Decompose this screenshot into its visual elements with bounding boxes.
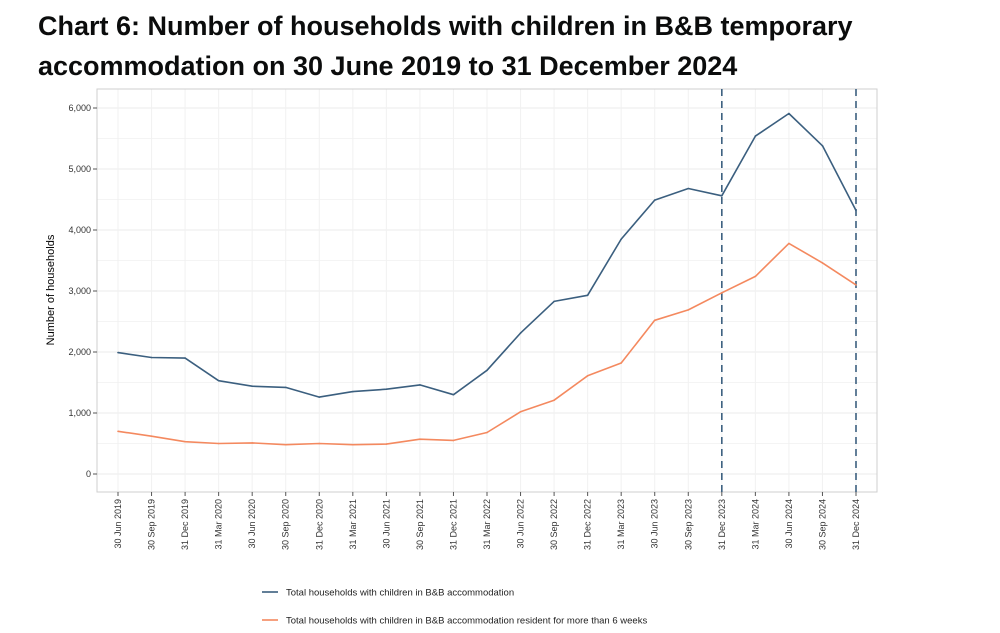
x-tick-label: 30 Jun 2021 bbox=[381, 499, 391, 549]
x-tick-label: 30 Sep 2021 bbox=[415, 499, 425, 550]
y-tick-label: 6,000 bbox=[68, 103, 91, 113]
x-axis: 30 Jun 2019 30 Sep 2019 31 Dec 2019 31 Mar … bbox=[113, 492, 861, 550]
data-point bbox=[251, 442, 253, 444]
data-point bbox=[519, 332, 522, 334]
y-tick-label: 5,000 bbox=[68, 164, 91, 174]
data-point bbox=[586, 294, 589, 297]
data-point bbox=[117, 430, 119, 433]
data-point bbox=[754, 275, 757, 278]
data-point bbox=[184, 357, 186, 359]
x-tick-label: 31 Dec 2023 bbox=[717, 499, 727, 550]
data-point bbox=[352, 443, 354, 446]
x-tick-label: 30 Sep 2024 bbox=[817, 499, 827, 550]
data-point bbox=[452, 439, 455, 442]
x-tick-label: 31 Mar 2022 bbox=[482, 499, 492, 550]
data-point bbox=[452, 393, 455, 396]
data-point bbox=[318, 396, 321, 398]
x-tick-label: 31 Mar 2021 bbox=[348, 499, 358, 550]
x-tick-label: 31 Mar 2020 bbox=[214, 499, 224, 550]
data-point bbox=[653, 199, 656, 201]
chart-title: Chart 6: Number of households with child… bbox=[38, 11, 853, 81]
legend-label: Total households with children in B&B ac… bbox=[286, 588, 514, 599]
x-tick-label: 31 Mar 2023 bbox=[616, 499, 626, 550]
data-point bbox=[553, 300, 555, 303]
y-axis: 0 1,000 2,000 3,000 4,000 5,000 6,000 bbox=[68, 103, 97, 479]
data-point bbox=[821, 145, 824, 147]
data-point bbox=[117, 351, 119, 354]
data-point bbox=[586, 374, 589, 377]
data-point bbox=[653, 319, 656, 322]
data-point bbox=[318, 442, 321, 445]
data-point bbox=[855, 284, 857, 286]
data-point bbox=[821, 262, 824, 264]
x-tick-label: 30 Jun 2019 bbox=[113, 499, 123, 549]
data-point bbox=[687, 187, 690, 190]
data-point bbox=[217, 442, 220, 445]
data-point bbox=[721, 195, 723, 197]
x-tick-label: 31 Dec 2019 bbox=[180, 499, 190, 550]
x-tick-label: 30 Sep 2022 bbox=[549, 499, 559, 550]
data-point bbox=[687, 309, 690, 311]
y-tick-label: 2,000 bbox=[68, 347, 91, 357]
data-point bbox=[855, 209, 857, 212]
y-tick-label: 1,000 bbox=[68, 408, 91, 418]
x-tick-label: 30 Jun 2020 bbox=[247, 499, 257, 549]
gridlines bbox=[97, 89, 877, 492]
data-point bbox=[385, 388, 388, 391]
data-point bbox=[788, 242, 790, 245]
y-tick-label: 0 bbox=[86, 469, 91, 479]
data-point bbox=[486, 369, 488, 372]
legend: Total households with children in B&B ac… bbox=[262, 588, 647, 627]
data-point bbox=[620, 362, 622, 364]
y-tick-label: 3,000 bbox=[68, 286, 91, 296]
data-point bbox=[620, 238, 622, 240]
data-point bbox=[217, 379, 220, 382]
x-tick-label: 31 Dec 2020 bbox=[314, 499, 324, 550]
data-point bbox=[486, 431, 488, 434]
data-point bbox=[419, 384, 421, 386]
data-point bbox=[150, 435, 153, 437]
x-tick-label: 30 Jun 2022 bbox=[516, 499, 526, 549]
x-tick-label: 30 Sep 2023 bbox=[683, 499, 693, 550]
data-point bbox=[419, 438, 421, 441]
data-point bbox=[284, 386, 287, 389]
data-point bbox=[184, 440, 186, 443]
x-tick-label: 30 Sep 2020 bbox=[281, 499, 291, 550]
data-point bbox=[721, 292, 723, 294]
x-tick-label: 31 Dec 2022 bbox=[583, 499, 593, 550]
data-point bbox=[754, 135, 757, 137]
data-point bbox=[788, 112, 790, 115]
x-tick-label: 30 Jun 2023 bbox=[650, 499, 660, 549]
x-tick-label: 31 Dec 2024 bbox=[851, 499, 861, 550]
x-tick-label: 31 Dec 2021 bbox=[448, 499, 458, 550]
data-point bbox=[385, 443, 388, 445]
data-point bbox=[284, 443, 287, 446]
data-point bbox=[553, 399, 555, 401]
y-tick-label: 4,000 bbox=[68, 225, 91, 235]
series-lines bbox=[117, 112, 857, 446]
x-tick-label: 30 Jun 2024 bbox=[784, 499, 794, 549]
data-point bbox=[251, 385, 253, 387]
data-point bbox=[352, 390, 354, 393]
data-point bbox=[519, 410, 522, 413]
data-point bbox=[150, 356, 153, 359]
x-tick-label: 31 Mar 2024 bbox=[750, 499, 760, 550]
y-axis-label: Number of households bbox=[45, 234, 57, 345]
legend-label: Total households with children in B&B ac… bbox=[286, 616, 647, 627]
x-tick-label: 30 Sep 2019 bbox=[147, 499, 157, 550]
